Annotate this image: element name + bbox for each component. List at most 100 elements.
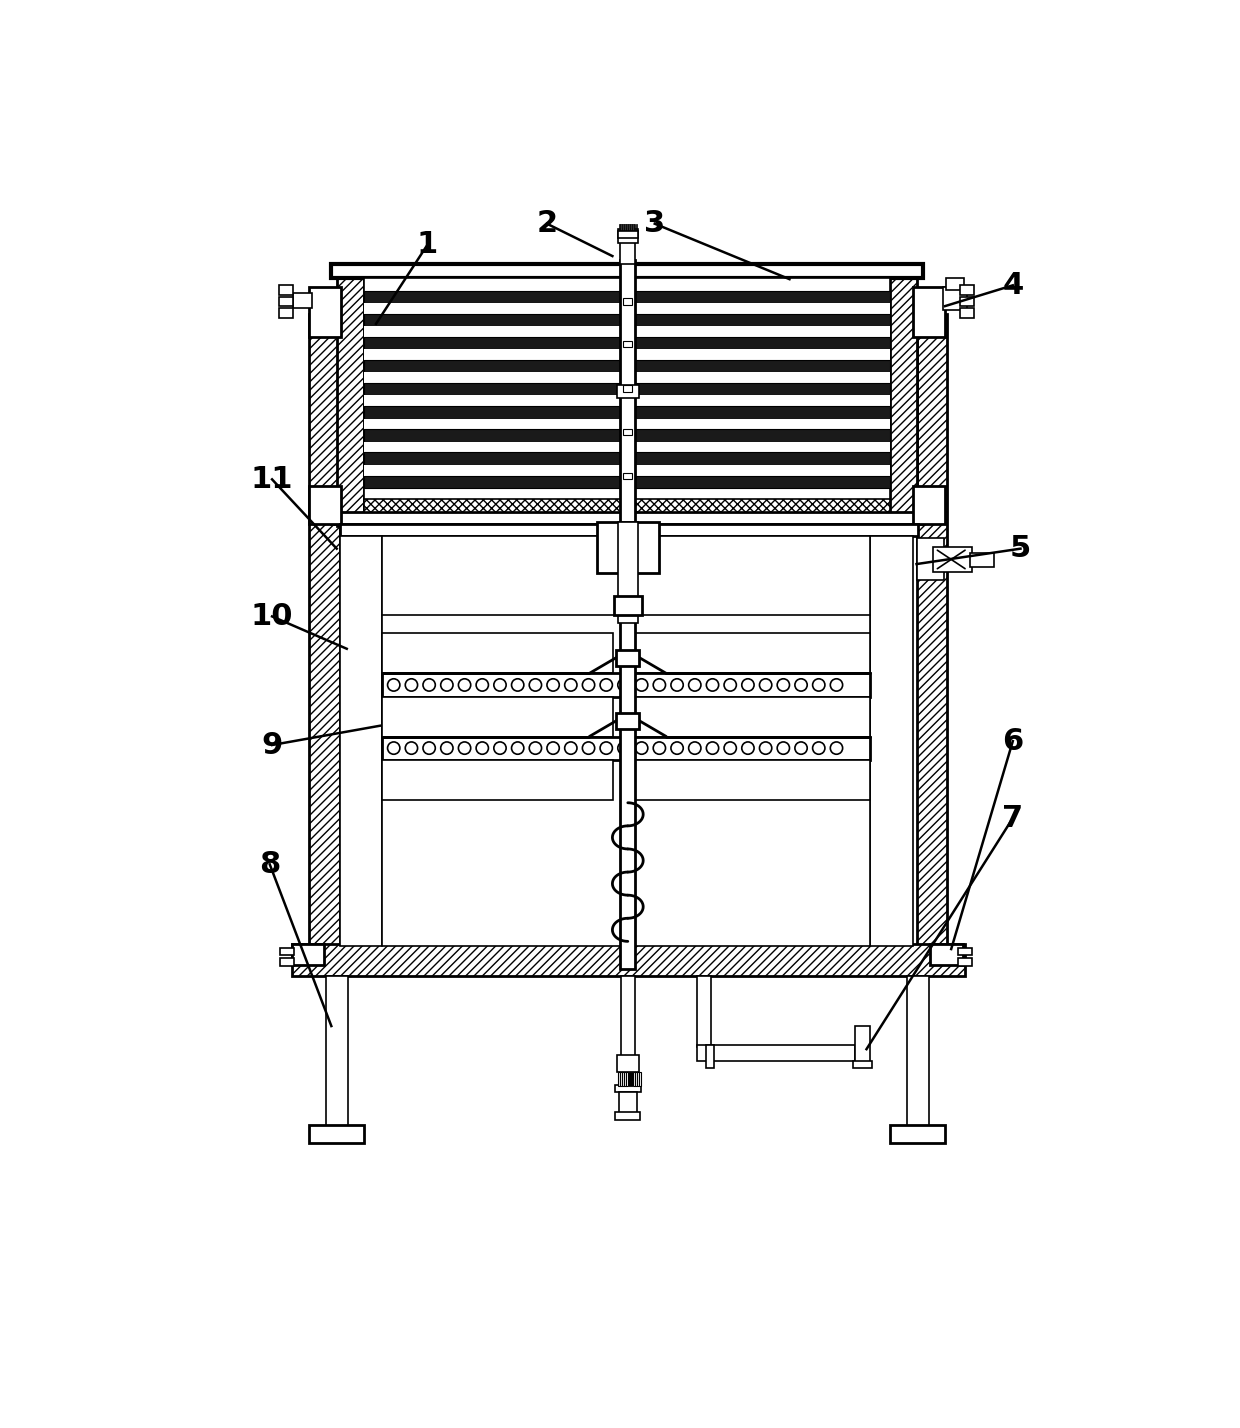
Bar: [961, 297, 975, 306]
Bar: [619, 224, 620, 231]
Bar: [365, 430, 889, 441]
Bar: [365, 326, 889, 337]
Bar: [293, 944, 965, 975]
Bar: [279, 286, 293, 294]
Bar: [624, 430, 632, 436]
Bar: [624, 386, 632, 391]
Bar: [309, 486, 341, 524]
Text: 9: 9: [262, 731, 283, 760]
Bar: [618, 231, 637, 237]
Bar: [629, 1072, 630, 1087]
Bar: [916, 538, 944, 580]
Bar: [382, 760, 613, 800]
Bar: [621, 975, 635, 1057]
Bar: [616, 714, 640, 728]
Bar: [622, 224, 624, 231]
Bar: [622, 1072, 624, 1087]
Bar: [309, 1125, 365, 1142]
Bar: [624, 298, 632, 304]
Bar: [382, 634, 613, 674]
Bar: [624, 473, 632, 480]
Bar: [365, 418, 889, 430]
Bar: [934, 547, 972, 571]
Bar: [624, 341, 632, 347]
Bar: [913, 287, 945, 337]
Text: 1: 1: [417, 230, 438, 258]
Bar: [331, 264, 924, 277]
Bar: [624, 224, 626, 231]
Bar: [614, 597, 641, 615]
Text: 11: 11: [250, 466, 294, 494]
Bar: [365, 314, 889, 326]
Bar: [930, 944, 962, 965]
Bar: [293, 944, 325, 965]
Bar: [697, 975, 711, 1047]
Bar: [632, 1072, 635, 1087]
Bar: [365, 337, 889, 350]
Bar: [632, 224, 634, 231]
Bar: [620, 260, 635, 526]
Bar: [635, 1072, 637, 1087]
Bar: [365, 476, 889, 488]
Bar: [382, 697, 613, 737]
Bar: [853, 1061, 872, 1068]
Bar: [340, 537, 382, 945]
Text: 4: 4: [1002, 271, 1023, 300]
Bar: [337, 271, 365, 526]
Bar: [944, 287, 967, 310]
Bar: [631, 1072, 632, 1087]
Bar: [326, 975, 347, 1130]
Bar: [280, 958, 294, 965]
Bar: [630, 224, 631, 231]
Bar: [959, 958, 972, 965]
Bar: [309, 287, 341, 337]
Bar: [331, 511, 924, 524]
Bar: [635, 634, 870, 674]
Bar: [629, 224, 630, 231]
Bar: [946, 277, 965, 290]
Bar: [624, 1072, 626, 1087]
Bar: [618, 523, 637, 623]
Bar: [365, 383, 889, 396]
Bar: [365, 464, 889, 476]
Bar: [635, 697, 870, 737]
Bar: [616, 650, 640, 665]
Bar: [619, 1092, 637, 1114]
Bar: [618, 1072, 620, 1087]
Bar: [382, 537, 870, 945]
Bar: [365, 373, 889, 383]
Bar: [636, 224, 637, 231]
Text: 6: 6: [1002, 727, 1023, 755]
Text: 5: 5: [1009, 534, 1032, 563]
Bar: [365, 441, 889, 453]
Bar: [365, 453, 889, 464]
Bar: [620, 1072, 621, 1087]
Bar: [634, 224, 635, 231]
Bar: [365, 498, 889, 511]
Bar: [382, 674, 870, 697]
Bar: [340, 524, 918, 537]
Bar: [908, 975, 929, 1130]
Bar: [279, 308, 293, 317]
Bar: [697, 1045, 854, 1061]
Text: 10: 10: [250, 603, 294, 631]
Bar: [961, 286, 975, 294]
Text: 8: 8: [259, 850, 280, 878]
Text: 2: 2: [537, 210, 558, 238]
Bar: [279, 297, 293, 306]
Bar: [618, 1055, 639, 1072]
Bar: [620, 241, 635, 264]
Bar: [620, 614, 635, 970]
Bar: [959, 948, 972, 955]
Bar: [365, 277, 889, 511]
Bar: [889, 271, 918, 526]
Bar: [637, 1072, 639, 1087]
Bar: [365, 406, 889, 418]
Text: 3: 3: [645, 210, 666, 238]
Bar: [365, 291, 889, 303]
Bar: [961, 308, 975, 317]
Bar: [889, 1125, 945, 1142]
Bar: [626, 224, 627, 231]
Bar: [618, 228, 637, 243]
Bar: [618, 386, 639, 398]
